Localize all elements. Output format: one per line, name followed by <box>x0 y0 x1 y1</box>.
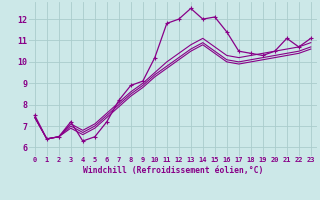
X-axis label: Windchill (Refroidissement éolien,°C): Windchill (Refroidissement éolien,°C) <box>83 166 263 175</box>
